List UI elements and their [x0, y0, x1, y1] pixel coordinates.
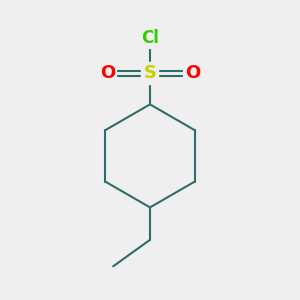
Text: O: O [100, 64, 115, 82]
Text: Cl: Cl [141, 29, 159, 47]
Text: O: O [185, 64, 200, 82]
Text: S: S [143, 64, 157, 82]
